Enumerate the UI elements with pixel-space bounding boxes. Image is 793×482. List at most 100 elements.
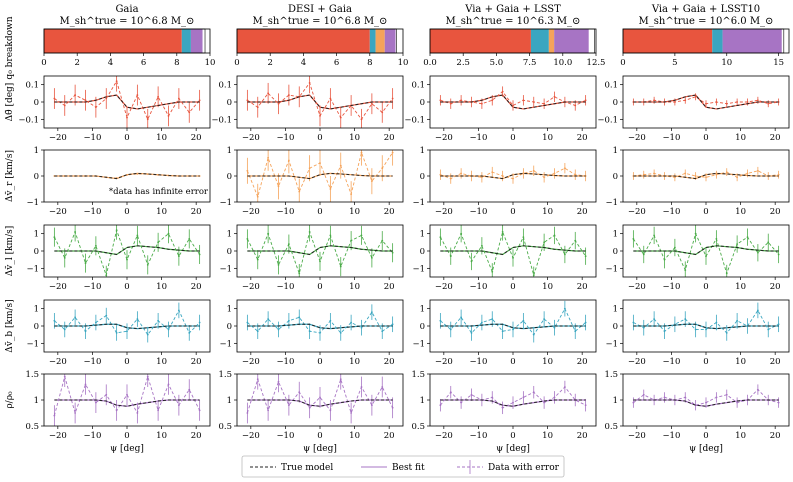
x-tick-label: 0 bbox=[124, 207, 129, 217]
y-tick-label: −1 bbox=[412, 339, 425, 349]
data-point bbox=[84, 330, 87, 333]
data-point bbox=[287, 243, 290, 245]
panel-vb: −101−20 −10 0 10 20 bbox=[412, 299, 597, 367]
breakdown-segment bbox=[181, 29, 191, 53]
x-tick-label: 0 bbox=[124, 431, 129, 441]
best-fit-line bbox=[54, 94, 200, 110]
x-tick-label: −10 bbox=[662, 357, 680, 367]
x-tick-label: −20 bbox=[628, 207, 646, 217]
panel-content bbox=[246, 225, 394, 277]
data-point bbox=[126, 116, 128, 119]
data-point bbox=[532, 101, 535, 103]
true-model-line bbox=[54, 323, 200, 330]
data-point bbox=[319, 114, 321, 117]
data-point bbox=[246, 412, 249, 414]
panel-content bbox=[246, 150, 394, 202]
breakdown-segment bbox=[548, 29, 555, 53]
data-point bbox=[470, 260, 473, 263]
data-point bbox=[319, 260, 321, 263]
breakdown-segment bbox=[375, 29, 385, 53]
panel-content bbox=[246, 304, 394, 341]
x-tick-label: −10 bbox=[276, 207, 294, 217]
x-tick-label: −20 bbox=[242, 207, 260, 217]
x-tick-label: 20 bbox=[191, 282, 202, 292]
column-mass-gaia: M_sh^true = 10^6.8 M_⊙ bbox=[60, 16, 195, 27]
data-point bbox=[725, 102, 728, 105]
data-point bbox=[370, 404, 373, 407]
data-point bbox=[298, 272, 301, 275]
y-tick-label: 0.5 bbox=[25, 422, 39, 432]
true-model-line bbox=[54, 172, 200, 180]
x-tick-label: 0 bbox=[703, 357, 708, 367]
data-point bbox=[725, 171, 728, 174]
x-tick-label: 0 bbox=[703, 282, 708, 292]
data-series-line bbox=[53, 228, 200, 277]
data-point bbox=[381, 111, 384, 114]
panel-content bbox=[439, 225, 587, 277]
x-tick-label: 5.0 bbox=[490, 58, 504, 68]
x-axis-labels: ψ [deg] ψ [deg] ψ [deg] ψ [deg] bbox=[110, 444, 723, 454]
panel-content bbox=[632, 225, 780, 277]
data-point bbox=[256, 258, 259, 261]
column-mass-desi-gaia: M_sh^true = 10^6.8 M_⊙ bbox=[253, 16, 388, 27]
data-point bbox=[126, 330, 128, 333]
data-point bbox=[391, 251, 394, 254]
data-point bbox=[350, 193, 353, 196]
data-point bbox=[642, 326, 645, 329]
x-tick-label: 20 bbox=[384, 133, 395, 143]
data-series-line bbox=[633, 170, 779, 178]
y-tick-label: 0 bbox=[613, 98, 618, 108]
panel-theta: −0.1 0 0.1 −20 −10 0 10 20 bbox=[404, 75, 597, 143]
y-tick-label: 1 bbox=[420, 305, 425, 315]
x-tick-label: 20 bbox=[384, 357, 395, 367]
data-point bbox=[673, 246, 676, 249]
data-point bbox=[777, 173, 780, 176]
x-tick-label: 0 bbox=[510, 282, 515, 292]
x-tick-label: −10 bbox=[83, 282, 101, 292]
data-point bbox=[767, 328, 770, 331]
panel-content bbox=[439, 86, 587, 111]
data-point bbox=[84, 99, 87, 102]
panel-vr: −101−20 −10 0 10 20 bbox=[219, 146, 404, 217]
breakdown-segment bbox=[530, 29, 549, 53]
x-tick-label: −10 bbox=[469, 431, 487, 441]
data-point bbox=[74, 94, 77, 96]
column-title-desi-gaia: DESI + Gaia bbox=[288, 4, 352, 15]
data-point bbox=[267, 156, 270, 159]
data-point bbox=[553, 396, 556, 399]
x-tick-label: −10 bbox=[276, 133, 294, 143]
data-point bbox=[287, 319, 290, 322]
data-point bbox=[673, 176, 676, 179]
data-point bbox=[642, 173, 645, 176]
x-tick-label: 4 bbox=[108, 58, 113, 68]
true-model-line bbox=[440, 399, 586, 407]
data-point bbox=[756, 251, 759, 254]
x-tick-label: 20 bbox=[770, 282, 781, 292]
data-point bbox=[480, 176, 483, 179]
data-point bbox=[136, 234, 139, 237]
data-point bbox=[319, 332, 321, 334]
data-point bbox=[480, 321, 483, 324]
data-point bbox=[470, 393, 473, 396]
data-point bbox=[480, 102, 483, 105]
data-point bbox=[715, 321, 718, 324]
breakdown-segment bbox=[722, 29, 782, 53]
breakdown-frame bbox=[43, 28, 211, 54]
data-point bbox=[105, 274, 108, 277]
x-tick-label: −20 bbox=[435, 133, 453, 143]
panel-vr: −101−20 −10 0 10 20*data has infinite error bbox=[26, 146, 211, 217]
data-point bbox=[553, 234, 556, 237]
data-point bbox=[115, 80, 118, 83]
data-point bbox=[329, 234, 332, 237]
data-point bbox=[246, 99, 249, 102]
breakdown-segment bbox=[237, 29, 370, 53]
row-label-theta: Δθ̄ [deg] bbox=[5, 83, 15, 122]
data-point bbox=[53, 236, 56, 239]
x-tick-label: 0 bbox=[317, 431, 322, 441]
data-series-line bbox=[440, 90, 586, 107]
x-tick-label: 0 bbox=[124, 282, 129, 292]
x-tick-label: −10 bbox=[662, 133, 680, 143]
data-point bbox=[746, 236, 749, 239]
y-tick-label: 0 bbox=[420, 322, 425, 332]
x-tick-label: −10 bbox=[469, 133, 487, 143]
